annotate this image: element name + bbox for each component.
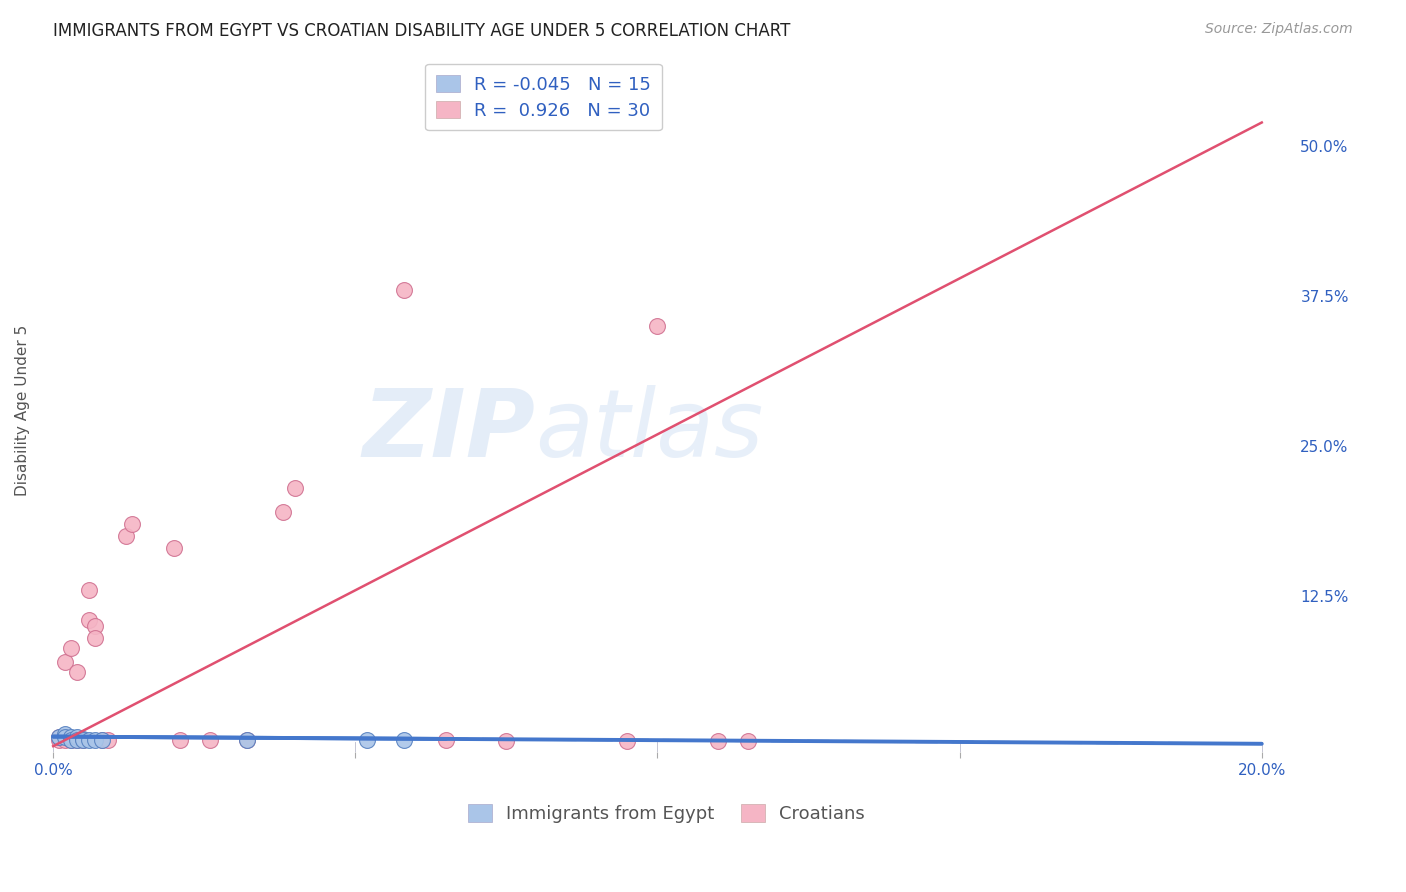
Point: [169, 733, 191, 747]
Point: [72, 731, 94, 746]
Point: [48, 730, 70, 744]
Text: ZIP: ZIP: [363, 384, 536, 477]
Point: [97, 733, 120, 747]
Point: [48, 730, 70, 744]
Text: IMMIGRANTS FROM EGYPT VS CROATIAN DISABILITY AGE UNDER 5 CORRELATION CHART: IMMIGRANTS FROM EGYPT VS CROATIAN DISABI…: [53, 22, 790, 40]
Point: [60, 730, 83, 744]
Point: [72, 733, 94, 747]
Point: [200, 733, 222, 747]
Point: [84, 619, 107, 633]
Point: [53, 730, 76, 744]
Y-axis label: Disability Age Under 5: Disability Age Under 5: [15, 325, 30, 496]
Point: [79, 733, 101, 747]
Point: [616, 734, 638, 748]
Point: [72, 733, 94, 747]
Point: [495, 734, 517, 748]
Point: [114, 529, 136, 543]
Point: [235, 733, 257, 747]
Point: [60, 733, 83, 747]
Point: [90, 733, 112, 747]
Point: [392, 284, 415, 298]
Point: [90, 733, 112, 747]
Point: [84, 632, 107, 646]
Text: atlas: atlas: [536, 385, 763, 476]
Legend: Immigrants from Egypt, Croatians: Immigrants from Egypt, Croatians: [460, 796, 875, 832]
Point: [284, 481, 307, 495]
Point: [60, 733, 83, 747]
Point: [271, 505, 294, 519]
Point: [53, 727, 76, 741]
Point: [53, 733, 76, 747]
Point: [84, 733, 107, 747]
Point: [392, 733, 415, 747]
Point: [707, 734, 730, 748]
Point: [48, 733, 70, 747]
Point: [66, 733, 89, 747]
Point: [121, 517, 143, 532]
Point: [79, 583, 101, 598]
Point: [235, 733, 257, 747]
Point: [356, 733, 378, 747]
Point: [66, 733, 89, 747]
Point: [66, 665, 89, 679]
Text: Source: ZipAtlas.com: Source: ZipAtlas.com: [1205, 22, 1353, 37]
Point: [53, 655, 76, 669]
Point: [60, 640, 83, 655]
Point: [163, 541, 186, 556]
Point: [66, 730, 89, 744]
Point: [79, 613, 101, 627]
Point: [737, 734, 759, 748]
Point: [647, 319, 669, 334]
Point: [434, 733, 457, 747]
